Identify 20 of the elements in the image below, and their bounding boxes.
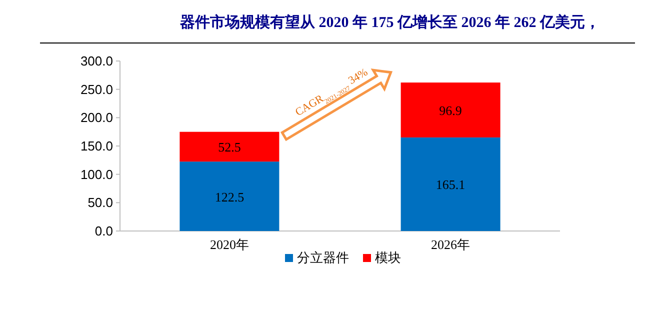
data-label: 122.5: [214, 189, 244, 204]
data-label: 96.9: [439, 102, 462, 118]
legend-label: 模块: [375, 250, 401, 265]
chart-title: 器件市场规模有望从 2020 年 175 亿增长至 2026 年 262 亿美元，: [179, 13, 600, 31]
bar: [400, 137, 500, 231]
y-tick-label: 250.0: [80, 82, 113, 97]
y-tick-label: 300.0: [80, 54, 113, 68]
legend-label: 分立器件: [297, 250, 349, 265]
x-tick-label: 2020年: [210, 237, 249, 252]
y-tick-label: 150.0: [80, 138, 113, 154]
bar: [180, 132, 280, 162]
data-label: 52.5: [218, 140, 241, 155]
bar: [180, 162, 280, 231]
data-label: 165.1: [436, 177, 466, 192]
y-tick-label: 0.0: [94, 224, 113, 238]
x-tick-label: 2026年: [431, 237, 470, 252]
y-tick-label: 100.0: [80, 166, 113, 182]
bar: [400, 82, 500, 138]
y-tick-label: 50.0: [88, 195, 113, 210]
y-tick-label: 200.0: [80, 110, 113, 126]
